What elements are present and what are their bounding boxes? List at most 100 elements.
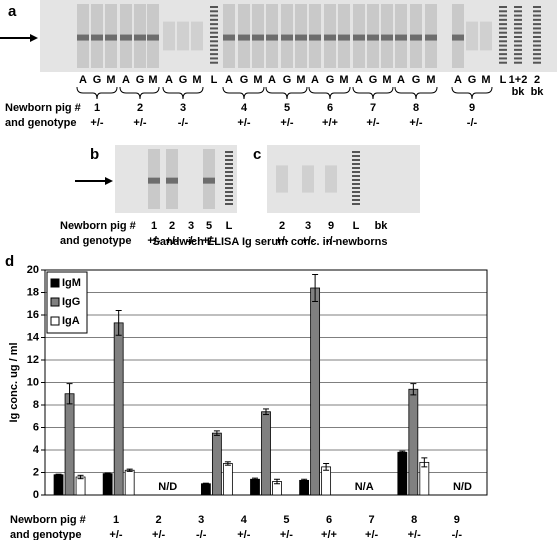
gel-smear xyxy=(191,21,203,51)
label: A xyxy=(225,74,233,86)
ladder-band xyxy=(352,163,360,165)
label: IgA xyxy=(62,315,80,327)
ladder-band xyxy=(352,167,360,169)
label: M xyxy=(296,74,305,86)
gel-band xyxy=(452,34,464,41)
label: 2 xyxy=(33,466,39,478)
label: 6 xyxy=(326,514,332,526)
gel-smear xyxy=(425,4,437,68)
label: +/- xyxy=(275,235,288,247)
label: M xyxy=(426,74,435,86)
ladder-band xyxy=(210,57,218,60)
gel-smear xyxy=(338,4,350,68)
gel-band xyxy=(395,34,407,41)
brace xyxy=(394,86,438,100)
ladder-band xyxy=(352,191,360,193)
label: -/- xyxy=(186,235,197,247)
ladder-band xyxy=(514,14,522,17)
ladder-band xyxy=(499,61,507,64)
ladder-band xyxy=(514,10,522,13)
label: M xyxy=(253,74,262,86)
ladder-band xyxy=(352,195,360,197)
brace xyxy=(76,86,118,100)
ladder-band xyxy=(225,191,233,193)
label: a xyxy=(8,3,17,20)
label: 14 xyxy=(27,331,40,343)
ladder-band xyxy=(499,44,507,47)
ladder-band xyxy=(514,40,522,43)
gel-band xyxy=(381,34,393,41)
label: 4 xyxy=(241,102,248,114)
bar xyxy=(222,463,233,496)
ladder-band xyxy=(225,159,233,161)
label: A xyxy=(397,74,405,86)
ladder-band xyxy=(499,53,507,56)
gel-smear xyxy=(120,4,132,68)
ladder-band xyxy=(514,48,522,51)
ladder-band xyxy=(352,175,360,177)
label: +/- xyxy=(301,235,314,247)
bar xyxy=(321,466,332,496)
ladder-band xyxy=(210,27,218,30)
bar xyxy=(64,393,75,496)
ladder-band xyxy=(352,183,360,185)
label: 4 xyxy=(241,514,248,526)
label: 10 xyxy=(27,376,39,388)
label: and genotype xyxy=(5,117,77,129)
arrow-head xyxy=(30,34,38,42)
legend-swatch xyxy=(50,278,60,288)
ladder-band xyxy=(225,199,233,201)
gel-smear xyxy=(223,4,235,68)
label: 1+2 xyxy=(509,74,528,86)
ladder-band xyxy=(533,48,541,51)
ladder-band xyxy=(210,10,218,13)
label: 9 xyxy=(328,220,334,232)
ladder-band xyxy=(533,14,541,17)
gel-band xyxy=(120,34,132,41)
gel-band xyxy=(134,34,146,41)
ladder-band xyxy=(514,53,522,56)
label: G xyxy=(283,74,292,86)
gel-smear xyxy=(325,165,337,193)
label: 5 xyxy=(283,514,289,526)
ladder-band xyxy=(210,23,218,26)
brace xyxy=(451,86,493,100)
gel-smear xyxy=(381,4,393,68)
ladder-band xyxy=(499,14,507,17)
ladder-band xyxy=(514,31,522,34)
label: +/- xyxy=(133,117,146,129)
bar xyxy=(310,287,321,496)
gel-band xyxy=(203,177,215,184)
ladder-band xyxy=(352,199,360,201)
gel-smear xyxy=(148,149,160,209)
bar xyxy=(53,474,64,496)
label: IgG xyxy=(62,296,80,308)
label: G xyxy=(468,74,477,86)
label: bk xyxy=(512,86,526,98)
ladder-band xyxy=(533,6,541,8)
gel-smear xyxy=(309,4,321,68)
ladder-band xyxy=(499,36,507,38)
ladder-band xyxy=(499,10,507,13)
label: N/D xyxy=(453,481,472,493)
bar xyxy=(124,469,135,496)
label: 9 xyxy=(454,514,460,526)
label: +/- xyxy=(152,529,165,540)
label: 4 xyxy=(33,444,40,456)
label: +/- xyxy=(280,117,293,129)
ladder-band xyxy=(210,40,218,43)
label: b xyxy=(90,146,99,163)
label: A xyxy=(454,74,462,86)
bar xyxy=(113,322,124,496)
label: -/- xyxy=(452,529,463,540)
gel-smear xyxy=(410,4,422,68)
label: 20 xyxy=(27,264,39,276)
ladder-band xyxy=(533,10,541,13)
label: L xyxy=(353,220,360,232)
ladder-band xyxy=(499,6,507,8)
gel-smear xyxy=(105,4,117,68)
label: M xyxy=(192,74,201,86)
ladder-band xyxy=(514,18,522,21)
gel-smear xyxy=(177,21,189,51)
